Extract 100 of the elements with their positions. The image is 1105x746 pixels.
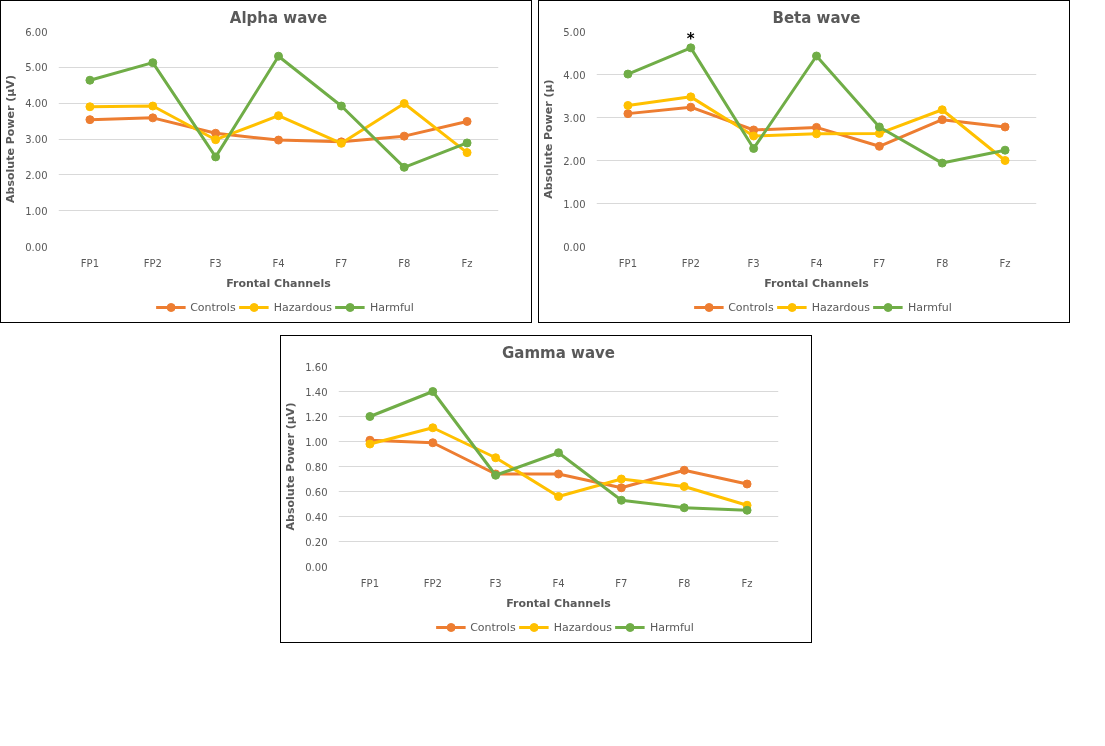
point [399, 99, 409, 109]
point [616, 474, 626, 484]
point [742, 479, 752, 489]
x-tick-label: F7 [873, 257, 886, 269]
x-tick-label: F7 [615, 577, 628, 589]
y-tick-label: 2.00 [25, 169, 48, 181]
point [428, 423, 438, 433]
y-tick-label: 0.80 [305, 461, 328, 473]
point [336, 101, 346, 111]
x-tick-label: F4 [810, 257, 823, 269]
point [428, 438, 438, 448]
point [623, 69, 633, 79]
y-tick-label: 1.40 [305, 386, 328, 398]
point [937, 158, 947, 168]
x-axis-title: Frontal Channels [506, 596, 612, 610]
x-tick-label: Fz [999, 257, 1011, 269]
y-tick-label: 2.00 [563, 155, 586, 167]
point [554, 469, 563, 479]
point [274, 51, 283, 61]
legend-label: Harmful [649, 620, 694, 634]
point [274, 111, 283, 121]
legend-label: Controls [728, 300, 774, 314]
point [686, 43, 696, 53]
point [365, 412, 375, 421]
legend-label: Hazardous [273, 300, 332, 314]
y-tick-label: 1.00 [305, 436, 328, 448]
legend-label: Hazardous [553, 620, 612, 634]
x-tick-label: F3 [209, 257, 222, 269]
y-tick-label: 3.00 [563, 112, 586, 124]
point [148, 101, 158, 111]
point [148, 58, 158, 68]
y-tick-label: 0.00 [563, 241, 586, 253]
y-tick-label: 4.00 [25, 98, 48, 110]
x-tick-label: Fz [741, 577, 753, 589]
y-axis-title: Absolute Power (µ) [542, 79, 556, 199]
annotation: * [686, 29, 695, 48]
point [462, 116, 472, 126]
x-tick-label: F3 [747, 257, 760, 269]
y-tick-label: 0.60 [305, 486, 328, 498]
point [554, 492, 563, 501]
y-axis-title: Absolute Power (µV) [284, 402, 298, 531]
legend-label: Controls [470, 620, 516, 634]
x-tick-label: FP1 [618, 257, 638, 269]
y-tick-label: 5.00 [25, 62, 48, 74]
point [937, 115, 947, 125]
y-tick-label: 0.00 [25, 241, 48, 253]
y-axis-title: Absolute Power (µV) [4, 75, 18, 203]
point [211, 152, 221, 162]
x-tick-label: F8 [936, 257, 949, 269]
point [1000, 156, 1010, 165]
point [686, 102, 696, 112]
point [749, 131, 759, 141]
point [686, 92, 696, 102]
x-axis-title: Frontal Channels [226, 276, 332, 290]
x-tick-label: F8 [678, 577, 691, 589]
point [491, 453, 501, 463]
point [1000, 145, 1010, 155]
point [428, 387, 438, 396]
point [462, 148, 472, 158]
x-tick-label: FP2 [143, 257, 162, 269]
point [812, 129, 821, 139]
point [742, 505, 752, 515]
point [937, 105, 947, 115]
y-tick-label: 6.00 [25, 26, 48, 38]
point [616, 483, 626, 493]
chart-title: Gamma wave [502, 343, 615, 362]
x-tick-label: FP2 [423, 577, 442, 589]
chart-title: Beta wave [772, 8, 861, 27]
legend-label: Harmful [907, 300, 952, 314]
x-tick-label: FP1 [80, 257, 100, 269]
x-tick-label: F7 [335, 257, 348, 269]
x-tick-label: Fz [461, 257, 473, 269]
point [679, 465, 689, 475]
point [623, 100, 633, 110]
point [85, 75, 95, 85]
point [623, 109, 633, 119]
y-tick-label: 4.00 [563, 69, 586, 81]
point [399, 162, 409, 172]
x-tick-label: FP1 [360, 577, 380, 589]
point [365, 439, 375, 449]
point [211, 135, 221, 145]
y-tick-label: 3.00 [25, 134, 48, 145]
legend-label: Controls [190, 300, 236, 314]
point [148, 113, 158, 123]
x-axis-title: Frontal Channels [764, 276, 870, 290]
chart-title: Alpha wave [229, 8, 328, 27]
legend-label: Harmful [369, 300, 414, 314]
y-tick-label: 1.00 [563, 198, 586, 210]
point [85, 102, 95, 112]
x-tick-label: F3 [489, 577, 502, 589]
point [679, 503, 689, 513]
y-tick-label: 0.40 [305, 511, 328, 523]
point [616, 495, 626, 505]
point [812, 51, 821, 61]
point [274, 135, 283, 145]
y-tick-label: 1.20 [305, 411, 328, 423]
y-tick-label: 0.20 [305, 536, 328, 548]
x-tick-label: F8 [398, 257, 411, 269]
y-tick-label: 5.00 [563, 26, 586, 38]
point [874, 122, 884, 132]
